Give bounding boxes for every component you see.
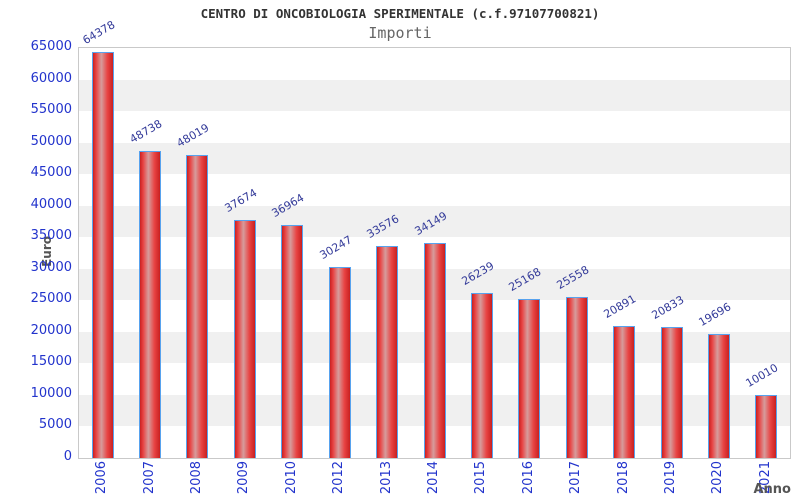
x-axis-year-label: 2008 [188, 461, 204, 495]
bar [139, 150, 162, 458]
y-axis-tick-label: 45000 [30, 165, 72, 181]
bar [328, 267, 351, 458]
y-axis-tick-label: 20000 [30, 322, 72, 338]
bar [91, 51, 114, 458]
x-axis-year-label: 2019 [663, 461, 678, 495]
bar [186, 155, 209, 458]
y-axis-tick-label: 5000 [38, 417, 72, 433]
x-axis-year-label: 2016 [520, 461, 536, 495]
bar [518, 299, 541, 458]
y-axis-tick-label: 65000 [30, 39, 72, 54]
x-axis-year-labels: 2006 2007 2008 2009 2010 2012 2013 2014 2015 2016… [78, 461, 789, 500]
grid-band [79, 79, 790, 112]
bar [281, 224, 304, 458]
x-axis-year-label: 2018 [615, 461, 631, 495]
y-axis-tick-label: 10000 [30, 385, 72, 401]
y-axis-tick-label: 25000 [30, 291, 72, 307]
bar [755, 394, 778, 458]
x-axis-year-label: 2012 [331, 461, 347, 495]
y-axis-tick-labels: 0 5000 10000 15000 20000 25000 30000 35000 40000… [0, 39, 72, 464]
y-axis-tick-label: 30000 [30, 259, 72, 275]
bar-value-label: 64378 [80, 18, 117, 47]
y-axis-tick-label: 15000 [30, 354, 72, 370]
y-axis-tick-label: 40000 [30, 196, 72, 212]
x-axis-year-label: 2014 [426, 461, 441, 495]
x-axis-year-label: 2013 [378, 461, 394, 495]
y-axis-tick-label: 50000 [30, 133, 72, 149]
x-axis-title: Anno [753, 482, 791, 497]
x-axis-year-label: 2009 [236, 461, 252, 495]
x-axis-year-label: 2007 [141, 461, 157, 495]
bar [376, 246, 399, 458]
chart-subtitle: Importi [368, 24, 432, 42]
bar [660, 326, 683, 458]
bar [233, 220, 256, 458]
x-axis-year-label: 2015 [473, 461, 489, 495]
bar [423, 242, 446, 458]
bar [565, 296, 588, 458]
bar [613, 326, 636, 458]
y-axis-tick-label: 55000 [30, 102, 72, 118]
y-axis-tick-label: 35000 [30, 228, 72, 244]
x-axis-year-label: 2020 [710, 461, 726, 495]
bar [707, 333, 730, 458]
grid-band [79, 48, 790, 80]
x-axis-year-label: 2006 [94, 461, 110, 495]
bar [470, 292, 493, 458]
y-axis-tick-label: 60000 [30, 70, 72, 86]
x-axis-year-label: 2017 [568, 461, 584, 495]
chart-title: CENTRO DI ONCOBIOLOGIA SPERIMENTALE (c.f… [200, 6, 600, 21]
x-axis-year-label: 2010 [283, 461, 299, 495]
y-axis-tick-label: 0 [63, 449, 72, 464]
plot-area: 64378 48738 48019 37674 36964 30247 33576 34149… [78, 18, 791, 459]
